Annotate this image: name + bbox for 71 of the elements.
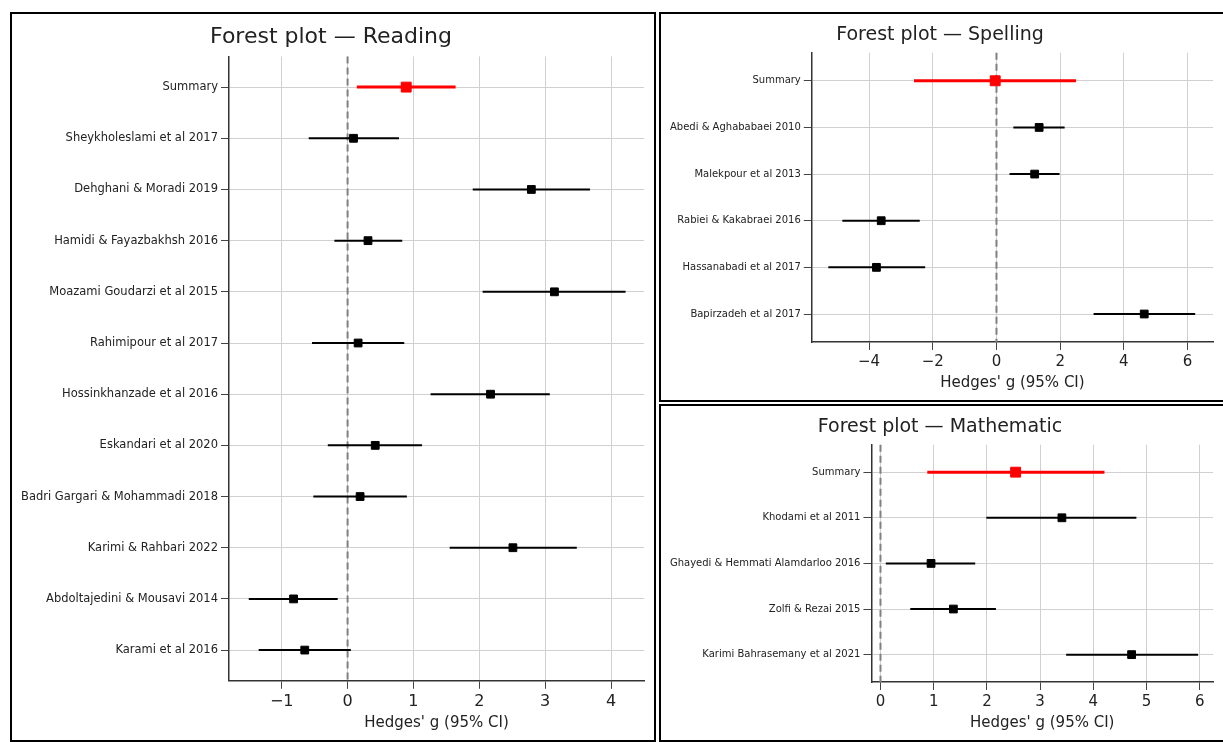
x-tick-label: 4 (605, 690, 617, 710)
y-tick-label: Summary (162, 79, 219, 94)
point (400, 81, 412, 93)
point (1034, 123, 1044, 132)
point (1010, 466, 1022, 478)
point (486, 389, 495, 399)
point (1127, 650, 1136, 660)
y-tick-label: Karimi Bahrasemany et al 2021 (702, 648, 861, 660)
y-tick-label: Karami et al 2016 (115, 642, 219, 657)
x-tick-label: 2 (1055, 351, 1065, 370)
y-tick-label: Khodami et al 2011 (762, 511, 861, 523)
y-tick-label: Karimi & Rahbari 2022 (87, 539, 219, 554)
y-tick-label: Dehghani & Moradi 2019 (74, 181, 219, 196)
point (948, 604, 958, 614)
point (550, 287, 559, 297)
x-tick-label: 1 (408, 690, 419, 710)
point (289, 594, 298, 604)
x-tick-label: 3 (540, 690, 551, 710)
point (872, 262, 881, 272)
y-tick-label: Abedi & Aghababaei 2010 (669, 121, 801, 133)
point (353, 338, 363, 348)
chart-title: Forest plot — Reading (210, 22, 452, 48)
x-tick-label: 0 (991, 351, 1002, 370)
chart-title: Forest plot — Mathematic (817, 414, 1063, 437)
y-tick-label: Hamidi & Fayazbakhsh 2016 (54, 232, 219, 247)
point (370, 440, 380, 450)
y-tick-label: Bapirzadeh et al 2017 (690, 307, 801, 319)
point (526, 185, 536, 194)
point (355, 492, 365, 501)
point (989, 75, 1001, 87)
x-tick-label: −1 (269, 690, 294, 710)
x-axis-title: Hedges' g (95% CI) (940, 372, 1085, 391)
chart-title: Forest plot — Spelling (836, 22, 1044, 45)
y-tick-label: Malekpour et al 2013 (694, 167, 801, 179)
x-tick-label: 3 (1035, 691, 1045, 710)
y-tick-label: Rabiei & Kakabraei 2016 (677, 214, 801, 226)
x-axis-title: Hedges' g (95% CI) (364, 712, 509, 731)
y-tick-label: Rahimipour et al 2017 (89, 334, 219, 349)
y-tick-label: Badri Gargari & Mohammadi 2018 (20, 488, 219, 503)
x-tick-label: 6 (1182, 351, 1193, 370)
y-tick-label: Summary (812, 465, 861, 477)
x-tick-label: 2 (474, 690, 485, 710)
x-tick-label: −2 (921, 351, 944, 370)
y-tick-label: Summary (752, 74, 801, 86)
y-tick-label: Abdoltajedini & Mousavi 2014 (46, 590, 219, 605)
y-tick-label: Hossinkhanzade et al 2016 (62, 386, 219, 401)
y-tick-label: Moazami Goudarzi et al 2015 (49, 283, 219, 298)
x-tick-label: 1 (928, 691, 939, 710)
x-tick-label: 5 (1141, 691, 1152, 710)
x-tick-label: 4 (1119, 351, 1129, 370)
point (926, 559, 936, 568)
y-tick-label: Ghayedi & Hemmati Alamdarloo 2016 (669, 556, 861, 568)
y-tick-label: Hassanabadi et al 2017 (682, 260, 801, 272)
point (349, 133, 358, 143)
point (1030, 169, 1040, 179)
x-tick-label: 0 (875, 691, 886, 710)
x-axis-title: Hedges' g (95% CI) (969, 712, 1115, 731)
point (876, 216, 886, 226)
y-tick-label: Zolfi & Rezai 2015 (768, 602, 861, 614)
point (1139, 309, 1149, 319)
point (1057, 513, 1067, 523)
x-tick-label: −4 (858, 351, 881, 370)
point (363, 236, 373, 246)
x-tick-label: 2 (982, 691, 992, 710)
x-tick-label: 0 (342, 690, 353, 710)
point (300, 645, 310, 655)
x-tick-label: 4 (1088, 691, 1099, 710)
point (508, 543, 518, 553)
x-tick-label: 6 (1194, 691, 1205, 710)
y-tick-label: Sheykholeslami et al 2017 (65, 130, 219, 145)
y-tick-label: Eskandari et al 2020 (99, 437, 219, 452)
